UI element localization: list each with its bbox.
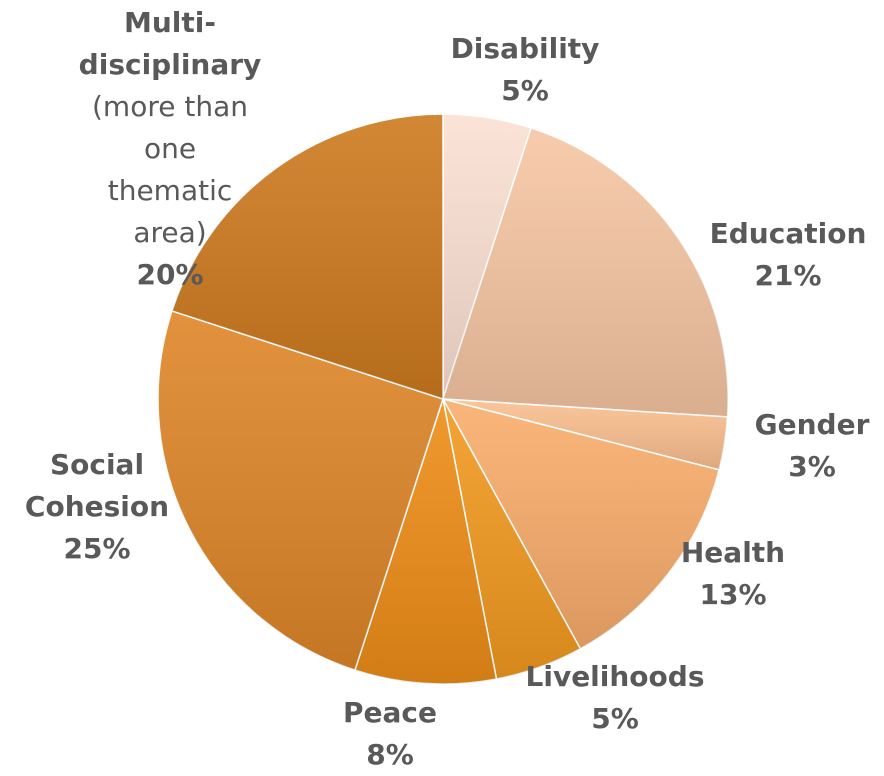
label-disability: Disability 5% — [425, 28, 625, 112]
slice-percent-health: 13% — [699, 578, 767, 611]
pie-slice-shade-multi-disciplinary — [171, 114, 443, 399]
slice-note-multi-line2: one — [143, 132, 197, 165]
slice-name-peace: Peace — [343, 696, 437, 729]
slice-name-livelihoods: Livelihoods — [525, 660, 705, 693]
label-livelihoods: Livelihoods 5% — [505, 656, 725, 740]
pie-slice-shade-disability — [443, 114, 532, 399]
slice-percent-multi-disciplinary: 20% — [136, 258, 204, 291]
slice-name-social-cohesion-line1: Social — [49, 448, 145, 481]
slice-percent-social-cohesion: 25% — [63, 532, 131, 565]
label-gender: Gender 3% — [740, 404, 884, 488]
slice-name-multi-line1: Multi- — [124, 6, 216, 39]
slice-name-gender: Gender — [754, 408, 870, 441]
label-social-cohesion: Social Cohesion 25% — [2, 444, 192, 570]
slice-name-disability: Disability — [450, 32, 600, 65]
slice-percent-gender: 3% — [788, 450, 836, 483]
slice-name-health: Health — [680, 536, 786, 569]
label-multi-disciplinary: Multi- disciplinary (more than one thema… — [55, 2, 285, 296]
slice-percent-education: 21% — [754, 259, 822, 292]
slice-name-multi-line2: disciplinary — [78, 48, 262, 81]
label-health: Health 13% — [648, 532, 818, 616]
pie-slice-shade-health — [443, 399, 720, 649]
slice-note-multi-line4: area) — [133, 216, 207, 249]
slice-note-multi-line3: thematic — [107, 174, 233, 207]
pie-slice-shade-social-cohesion — [158, 310, 444, 671]
pie-slice-shade-peace — [354, 399, 497, 684]
slice-percent-disability: 5% — [501, 74, 549, 107]
slice-percent-peace: 8% — [366, 738, 414, 771]
pie-slice-shade-education — [443, 127, 729, 417]
pie-slice-shade-livelihoods — [443, 399, 581, 679]
slice-name-education: Education — [709, 217, 867, 250]
label-education: Education 21% — [688, 213, 884, 297]
label-peace: Peace 8% — [310, 692, 470, 776]
slice-note-multi-line1: (more than — [92, 90, 248, 123]
slice-percent-livelihoods: 5% — [591, 702, 639, 735]
slice-name-social-cohesion-line2: Cohesion — [24, 490, 170, 523]
